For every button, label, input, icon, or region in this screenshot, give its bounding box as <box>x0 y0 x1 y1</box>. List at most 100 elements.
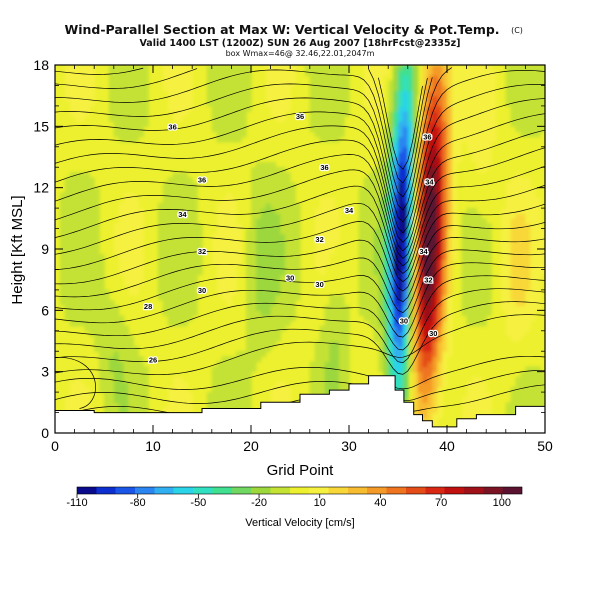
field-cell <box>388 85 394 92</box>
field-cell <box>162 407 169 414</box>
field-cell <box>363 213 370 219</box>
field-cell <box>206 402 213 409</box>
field-cell <box>260 182 267 189</box>
field-cell <box>94 218 100 225</box>
field-cell <box>447 228 453 235</box>
field-cell <box>216 243 223 250</box>
field-cell <box>182 223 188 230</box>
field-cell <box>417 295 424 301</box>
field-cell <box>442 75 448 81</box>
field-cell <box>402 223 409 230</box>
field-cell <box>368 233 375 240</box>
field-cell <box>515 315 522 322</box>
field-cell <box>59 213 66 219</box>
field-cell <box>402 197 409 204</box>
field-cell <box>378 356 384 363</box>
field-cell <box>407 223 414 230</box>
field-cell <box>358 259 365 265</box>
field-cell <box>515 381 522 388</box>
field-cell <box>177 111 183 117</box>
field-cell <box>221 228 228 235</box>
field-cell <box>530 397 536 403</box>
field-cell <box>393 289 399 296</box>
field-cell <box>290 274 296 281</box>
field-cell <box>525 213 531 219</box>
field-cell <box>182 300 188 306</box>
field-cell <box>466 131 473 138</box>
field-cell <box>407 121 414 127</box>
field-cell <box>133 274 139 281</box>
field-cell <box>241 351 247 357</box>
field-cell <box>378 330 384 337</box>
field-cell <box>197 233 203 240</box>
field-cell <box>407 289 414 296</box>
field-cell <box>275 325 281 332</box>
field-cell <box>334 213 340 219</box>
field-cell <box>99 295 105 301</box>
field-cell <box>118 208 125 214</box>
isentrope-line <box>55 237 545 314</box>
field-cell <box>442 243 448 250</box>
field-cell <box>260 346 267 352</box>
field-cell <box>319 70 326 76</box>
field-cell <box>466 65 473 71</box>
field-cell <box>324 341 330 347</box>
field-cell <box>510 90 517 97</box>
field-cell <box>275 392 281 398</box>
field-cell <box>59 279 66 286</box>
field-cell <box>407 335 414 342</box>
field-cell <box>79 177 85 184</box>
field-cell <box>167 95 174 102</box>
field-cell <box>417 233 424 240</box>
field-cell <box>471 295 477 301</box>
field-cell <box>466 136 473 143</box>
field-cell <box>461 269 468 276</box>
field-cell <box>123 70 130 76</box>
field-cell <box>530 223 536 230</box>
field-cell <box>226 100 232 107</box>
field-cell <box>368 289 375 296</box>
field-cell <box>187 402 193 409</box>
field-cell <box>118 264 125 271</box>
field-cell <box>525 259 531 265</box>
field-cell <box>510 269 517 276</box>
field-cell <box>128 95 134 102</box>
field-cell <box>79 243 85 250</box>
field-cell <box>393 146 399 153</box>
field-cell <box>314 100 321 107</box>
field-cell <box>432 70 438 76</box>
field-cell <box>510 177 517 184</box>
field-cell <box>427 121 433 127</box>
field-cell <box>422 65 428 71</box>
field-cell <box>295 264 301 271</box>
field-cell <box>378 197 384 204</box>
field-cell <box>231 197 237 204</box>
field-cell <box>530 126 536 133</box>
field-cell <box>412 269 419 276</box>
field-cell <box>334 356 340 363</box>
field-cell <box>383 325 389 332</box>
field-cell <box>113 356 120 363</box>
field-cell <box>535 295 541 301</box>
field-cell <box>456 100 463 107</box>
field-cell <box>226 197 232 204</box>
field-cell <box>324 320 330 327</box>
field-cell <box>118 100 125 107</box>
field-cell <box>486 407 492 414</box>
field-cell <box>530 203 536 209</box>
field-cell <box>59 284 66 291</box>
field-cell <box>177 192 183 199</box>
field-cell <box>442 320 448 327</box>
field-cell <box>442 300 448 306</box>
field-cell <box>319 346 326 352</box>
field-cell <box>172 218 179 225</box>
field-cell <box>280 177 286 184</box>
field-cell <box>118 131 125 138</box>
field-cell <box>84 284 90 291</box>
field-cell <box>94 295 100 301</box>
colorbar-tick-label: -110 <box>66 497 87 509</box>
field-cell <box>99 325 105 332</box>
field-cell <box>329 233 335 240</box>
field-cell <box>398 177 404 184</box>
field-cell <box>89 85 95 92</box>
